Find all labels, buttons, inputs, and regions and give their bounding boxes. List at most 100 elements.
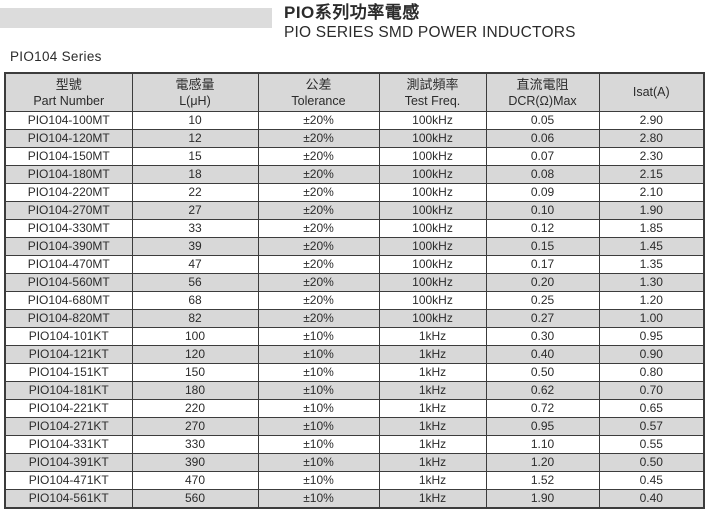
table-cell: ±10% <box>257 362 380 382</box>
table-cell: ±10% <box>257 452 380 472</box>
table-cell: 330 <box>131 434 259 454</box>
table-cell: 1.10 <box>485 434 600 454</box>
table-row: PIO104-820MT 82 ±20% 100kHz 0.27 1.00 <box>4 308 705 328</box>
table-cell: 560 <box>131 488 259 508</box>
table-cell: 1kHz <box>378 362 487 382</box>
table-cell: PIO104-151KT <box>4 362 133 382</box>
col-header-dcr: 直流電阻 DCR(Ω)Max <box>485 72 600 112</box>
table-row: PIO104-120MT 12 ±20% 100kHz 0.06 2.80 <box>4 128 705 148</box>
table-row: PIO104-560MT 56 ±20% 100kHz 0.20 1.30 <box>4 272 705 292</box>
table-cell: ±10% <box>257 344 380 364</box>
table-cell: ±10% <box>257 488 380 508</box>
col-header-test-freq: 測試頻率 Test Freq. <box>378 72 487 112</box>
table-cell: 1.35 <box>598 254 705 274</box>
col-header-part-number-en: Part Number <box>33 93 105 108</box>
table-row: PIO104-561KT 560 ±10% 1kHz 1.90 0.40 <box>4 488 705 508</box>
table-cell: PIO104-330MT <box>4 218 133 238</box>
table-cell: 100kHz <box>378 272 487 292</box>
table-cell: 1.20 <box>598 290 705 310</box>
table-cell: ±10% <box>257 326 380 346</box>
table-cell: 1kHz <box>378 452 487 472</box>
table-cell: 100kHz <box>378 308 487 328</box>
table-cell: 0.90 <box>598 344 705 364</box>
table-cell: ±20% <box>257 254 380 274</box>
table-row: PIO104-150MT 15 ±20% 100kHz 0.07 2.30 <box>4 146 705 166</box>
col-header-dcr-zh: 直流電阻 <box>516 76 569 92</box>
col-header-test-freq-en: Test Freq. <box>404 93 461 108</box>
table-cell: ±10% <box>257 380 380 400</box>
table-cell: ±20% <box>257 290 380 310</box>
col-header-part-number: 型號 Part Number <box>4 72 133 112</box>
table-cell: PIO104-470MT <box>4 254 133 274</box>
table-cell: 1.30 <box>598 272 705 292</box>
table-cell: PIO104-220MT <box>4 182 133 202</box>
table-cell: 2.80 <box>598 128 705 148</box>
table-cell: 0.07 <box>485 146 600 166</box>
table-cell: 18 <box>131 164 259 184</box>
table-cell: 1.52 <box>485 470 600 490</box>
table-cell: 270 <box>131 416 259 436</box>
table-row: PIO104-331KT 330 ±10% 1kHz 1.10 0.55 <box>4 434 705 454</box>
col-header-part-number-zh: 型號 <box>55 76 82 92</box>
col-header-inductance: 電感量 L(μH) <box>131 72 259 112</box>
table-header: 型號 Part Number 電感量 L(μH) 公差 Tolerance 測試… <box>4 72 705 112</box>
table-cell: 100kHz <box>378 236 487 256</box>
col-header-inductance-en: L(μH) <box>179 93 211 108</box>
table-cell: PIO104-120MT <box>4 128 133 148</box>
table-cell: PIO104-101KT <box>4 326 133 346</box>
table-cell: 0.50 <box>485 362 600 382</box>
table-cell: 100kHz <box>378 146 487 166</box>
table-body: PIO104-100MT 10 ±20% 100kHz 0.05 2.90 PIO104-1… <box>4 110 705 508</box>
table-cell: 0.25 <box>485 290 600 310</box>
table-cell: 0.30 <box>485 326 600 346</box>
table-cell: 22 <box>131 182 259 202</box>
page-title-zh: PIO系列功率電感 <box>284 3 420 22</box>
table-cell: 0.40 <box>598 488 705 508</box>
table-row: PIO104-180MT 18 ±20% 100kHz 0.08 2.15 <box>4 164 705 184</box>
table-cell: 1.90 <box>598 200 705 220</box>
table-cell: 0.17 <box>485 254 600 274</box>
table-cell: PIO104-680MT <box>4 290 133 310</box>
table-row: PIO104-271KT 270 ±10% 1kHz 0.95 0.57 <box>4 416 705 436</box>
table-row: PIO104-390MT 39 ±20% 100kHz 0.15 1.45 <box>4 236 705 256</box>
table-cell: PIO104-121KT <box>4 344 133 364</box>
table-cell: PIO104-391KT <box>4 452 133 472</box>
table-cell: PIO104-331KT <box>4 434 133 454</box>
table-cell: 1.90 <box>485 488 600 508</box>
table-row: PIO104-181KT 180 ±10% 1kHz 0.62 0.70 <box>4 380 705 400</box>
table-cell: PIO104-560MT <box>4 272 133 292</box>
table-cell: 100kHz <box>378 254 487 274</box>
table-cell: 100kHz <box>378 200 487 220</box>
table-row: PIO104-220MT 22 ±20% 100kHz 0.09 2.10 <box>4 182 705 202</box>
table-cell: ±20% <box>257 236 380 256</box>
table-cell: 150 <box>131 362 259 382</box>
table-cell: 0.72 <box>485 398 600 418</box>
table-cell: ±20% <box>257 164 380 184</box>
table-cell: 1.00 <box>598 308 705 328</box>
table-cell: 1.45 <box>598 236 705 256</box>
table-cell: 56 <box>131 272 259 292</box>
col-header-tolerance: 公差 Tolerance <box>257 72 380 112</box>
table-cell: ±10% <box>257 416 380 436</box>
table-cell: 1.85 <box>598 218 705 238</box>
table-cell: ±20% <box>257 308 380 328</box>
table-cell: 100kHz <box>378 218 487 238</box>
table-cell: 2.10 <box>598 182 705 202</box>
table-cell: 0.80 <box>598 362 705 382</box>
table-cell: 1kHz <box>378 470 487 490</box>
table-cell: 100kHz <box>378 110 487 130</box>
col-header-tolerance-zh: 公差 <box>305 76 332 92</box>
table-cell: 100kHz <box>378 182 487 202</box>
table-row: PIO104-221KT 220 ±10% 1kHz 0.72 0.65 <box>4 398 705 418</box>
table-cell: 120 <box>131 344 259 364</box>
table-cell: ±10% <box>257 470 380 490</box>
table-cell: 2.15 <box>598 164 705 184</box>
table-cell: 0.55 <box>598 434 705 454</box>
table-cell: 0.65 <box>598 398 705 418</box>
col-header-isat: Isat(A) <box>598 72 705 112</box>
table-row: PIO104-330MT 33 ±20% 100kHz 0.12 1.85 <box>4 218 705 238</box>
table-row: PIO104-151KT 150 ±10% 1kHz 0.50 0.80 <box>4 362 705 382</box>
table-cell: PIO104-221KT <box>4 398 133 418</box>
col-header-dcr-en: DCR(Ω)Max <box>508 93 577 108</box>
table-cell: 1.20 <box>485 452 600 472</box>
